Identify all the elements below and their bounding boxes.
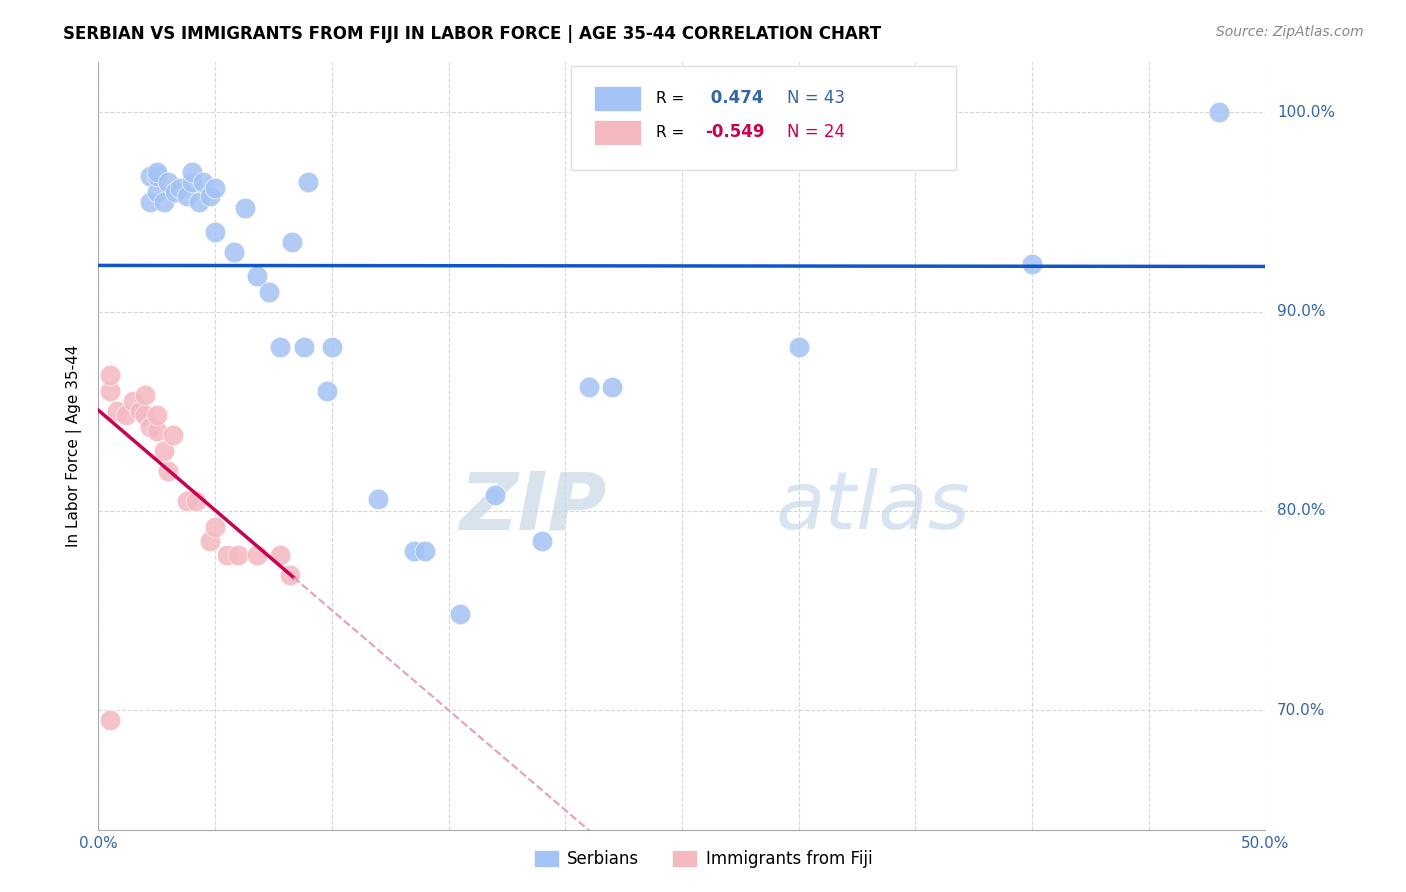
Text: 90.0%: 90.0% bbox=[1277, 304, 1326, 319]
Point bbox=[139, 194, 162, 209]
Point bbox=[146, 408, 169, 422]
FancyBboxPatch shape bbox=[571, 66, 956, 169]
Point bbox=[484, 488, 506, 502]
Point bbox=[169, 181, 191, 195]
Y-axis label: In Labor Force | Age 35-44: In Labor Force | Age 35-44 bbox=[66, 345, 83, 547]
Point bbox=[98, 384, 121, 399]
Point bbox=[741, 105, 763, 120]
Point bbox=[787, 340, 810, 354]
Point bbox=[292, 340, 315, 354]
Point bbox=[316, 384, 339, 399]
Point bbox=[193, 175, 215, 189]
Point bbox=[246, 548, 269, 562]
Point bbox=[146, 169, 169, 183]
Point bbox=[1208, 105, 1230, 120]
Point bbox=[204, 181, 226, 195]
Point bbox=[157, 464, 180, 478]
Text: N = 43: N = 43 bbox=[787, 89, 845, 108]
Text: 0.474: 0.474 bbox=[706, 89, 763, 108]
Point bbox=[246, 268, 269, 283]
Point bbox=[146, 165, 169, 179]
Text: 80.0%: 80.0% bbox=[1277, 503, 1326, 518]
Point bbox=[162, 428, 184, 442]
Point bbox=[152, 444, 174, 458]
Point bbox=[281, 235, 304, 249]
Point bbox=[257, 285, 280, 299]
Legend: Serbians, Immigrants from Fiji: Serbians, Immigrants from Fiji bbox=[527, 843, 879, 875]
Point bbox=[146, 185, 169, 199]
Point bbox=[530, 533, 553, 548]
Point bbox=[186, 493, 208, 508]
Point bbox=[176, 189, 198, 203]
Point bbox=[134, 388, 156, 402]
Point bbox=[146, 424, 169, 438]
Point bbox=[235, 201, 257, 215]
Text: Source: ZipAtlas.com: Source: ZipAtlas.com bbox=[1216, 25, 1364, 39]
Point bbox=[187, 194, 209, 209]
Point bbox=[578, 380, 600, 394]
Point bbox=[269, 548, 291, 562]
Point bbox=[402, 543, 425, 558]
Point bbox=[928, 105, 950, 120]
Point bbox=[180, 175, 202, 189]
Point bbox=[222, 244, 245, 259]
Point bbox=[152, 194, 174, 209]
Point bbox=[105, 404, 128, 418]
Point bbox=[98, 368, 121, 383]
Point bbox=[165, 185, 187, 199]
Point bbox=[176, 493, 198, 508]
Text: SERBIAN VS IMMIGRANTS FROM FIJI IN LABOR FORCE | AGE 35-44 CORRELATION CHART: SERBIAN VS IMMIGRANTS FROM FIJI IN LABOR… bbox=[63, 25, 882, 43]
Point bbox=[1021, 257, 1043, 271]
Text: ZIP: ZIP bbox=[458, 468, 606, 547]
Text: 50.0%: 50.0% bbox=[1241, 836, 1289, 851]
Point bbox=[269, 340, 291, 354]
Point bbox=[129, 404, 152, 418]
Point bbox=[157, 175, 180, 189]
Point bbox=[600, 380, 623, 394]
Text: -0.549: -0.549 bbox=[706, 123, 765, 141]
Point bbox=[367, 491, 389, 506]
Point bbox=[321, 340, 343, 354]
Point bbox=[776, 105, 799, 120]
Point bbox=[449, 607, 471, 622]
Point bbox=[215, 548, 238, 562]
Text: R =: R = bbox=[657, 125, 685, 140]
Text: N = 24: N = 24 bbox=[787, 123, 845, 141]
Point bbox=[139, 169, 162, 183]
Point bbox=[200, 533, 222, 548]
Point bbox=[204, 225, 226, 239]
Point bbox=[297, 175, 319, 189]
Text: 0.0%: 0.0% bbox=[79, 836, 118, 851]
Point bbox=[278, 567, 301, 582]
Text: atlas: atlas bbox=[775, 468, 970, 547]
Point bbox=[228, 548, 250, 562]
Point bbox=[413, 543, 436, 558]
Point bbox=[200, 189, 222, 203]
Point bbox=[134, 408, 156, 422]
Point bbox=[139, 420, 162, 434]
FancyBboxPatch shape bbox=[595, 87, 641, 111]
Point bbox=[180, 165, 202, 179]
Point bbox=[122, 394, 145, 409]
Text: 70.0%: 70.0% bbox=[1277, 703, 1326, 717]
Point bbox=[115, 408, 138, 422]
Point bbox=[846, 105, 869, 120]
FancyBboxPatch shape bbox=[595, 120, 641, 145]
Point bbox=[98, 713, 121, 727]
Text: R =: R = bbox=[657, 91, 685, 106]
Point bbox=[659, 105, 682, 120]
Text: 100.0%: 100.0% bbox=[1277, 104, 1336, 120]
Point bbox=[204, 519, 226, 533]
